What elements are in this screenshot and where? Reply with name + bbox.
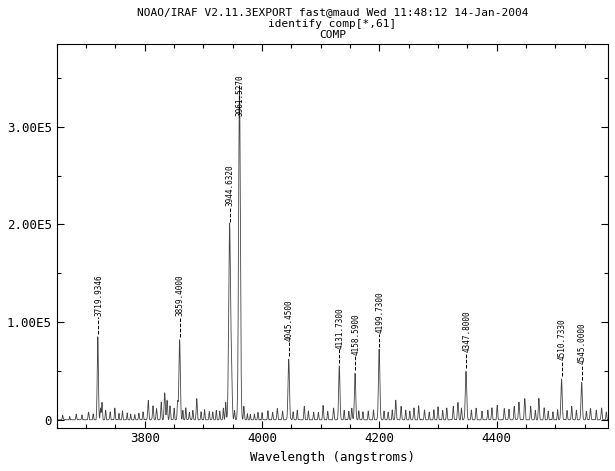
Text: 4131.7300: 4131.7300: [336, 307, 344, 349]
Text: 3944.6320: 3944.6320: [226, 164, 235, 206]
Text: 4045.4500: 4045.4500: [285, 299, 294, 341]
Text: 3719.9346: 3719.9346: [94, 275, 103, 316]
Text: 4199.7300: 4199.7300: [376, 291, 384, 333]
Text: 3859.4000: 3859.4000: [176, 275, 185, 316]
Text: 4347.8000: 4347.8000: [462, 311, 472, 352]
Text: 4510.7330: 4510.7330: [558, 318, 567, 360]
Text: 3961.5270: 3961.5270: [236, 74, 245, 116]
Text: 4545.0000: 4545.0000: [578, 323, 587, 364]
Title: NOAO/IRAF V2.11.3EXPORT fast@maud Wed 11:48:12 14-Jan-2004
identify comp[*,61]
C: NOAO/IRAF V2.11.3EXPORT fast@maud Wed 11…: [137, 7, 528, 40]
Text: 4158.5900: 4158.5900: [351, 314, 360, 355]
X-axis label: Wavelength (angstroms): Wavelength (angstroms): [250, 451, 415, 464]
